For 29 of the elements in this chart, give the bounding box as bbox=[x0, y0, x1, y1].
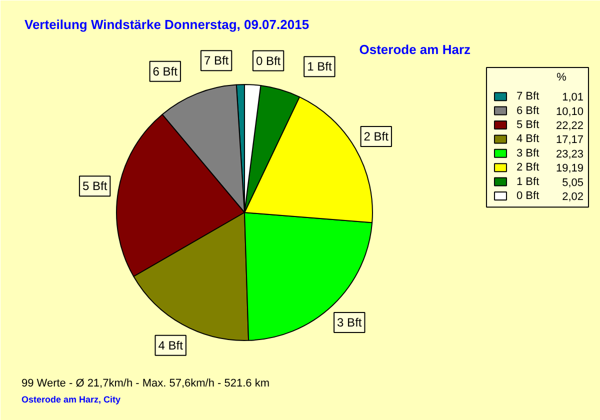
legend-label: 6 Bft bbox=[516, 104, 540, 117]
slice-label: 3 Bft bbox=[337, 316, 362, 330]
slice-label: 5 Bft bbox=[82, 179, 108, 194]
data-label: 1,01 bbox=[562, 92, 584, 104]
data-label: 2,02 bbox=[562, 191, 584, 203]
legend-label: 2 Bft bbox=[516, 162, 540, 174]
slice-label: 2 Bft bbox=[364, 130, 390, 144]
slice-label: 1 Bft bbox=[307, 60, 332, 74]
data-label: 17,17 bbox=[556, 134, 584, 146]
chart-title: Verteilung Windstärke Donnerstag, 09.07.2015 bbox=[24, 17, 310, 32]
data-label: 23,23 bbox=[556, 148, 584, 160]
slice-label: 4 Bft bbox=[158, 338, 184, 352]
legend-label: 7 Bft bbox=[516, 90, 540, 103]
data-label: 22,22 bbox=[556, 120, 584, 132]
slice-label: 7 Bft bbox=[204, 54, 230, 68]
data-label: 19,19 bbox=[556, 162, 584, 175]
legend-label: 4 Bft bbox=[516, 133, 540, 146]
chart-subtitle: Osterode am Harz bbox=[359, 42, 471, 57]
text: 99 Werte - Ø 21,7km/h - Max. 57,6km/h - 521.6 km bbox=[22, 378, 270, 390]
legend-label: 3 Bft bbox=[516, 147, 540, 160]
slice-label: 0 Bft bbox=[256, 54, 282, 68]
legend-label: 5 Bft bbox=[516, 119, 540, 131]
slice-label: 6 Bft bbox=[152, 64, 178, 78]
legend-label: 0 Bft bbox=[516, 190, 540, 202]
legend-label: 1 Bft bbox=[516, 176, 540, 188]
legend-title: % bbox=[556, 72, 567, 84]
text: Osterode am Harz, City bbox=[22, 394, 121, 404]
data-label: 5,05 bbox=[562, 176, 584, 189]
data-label: 10,10 bbox=[556, 106, 584, 118]
